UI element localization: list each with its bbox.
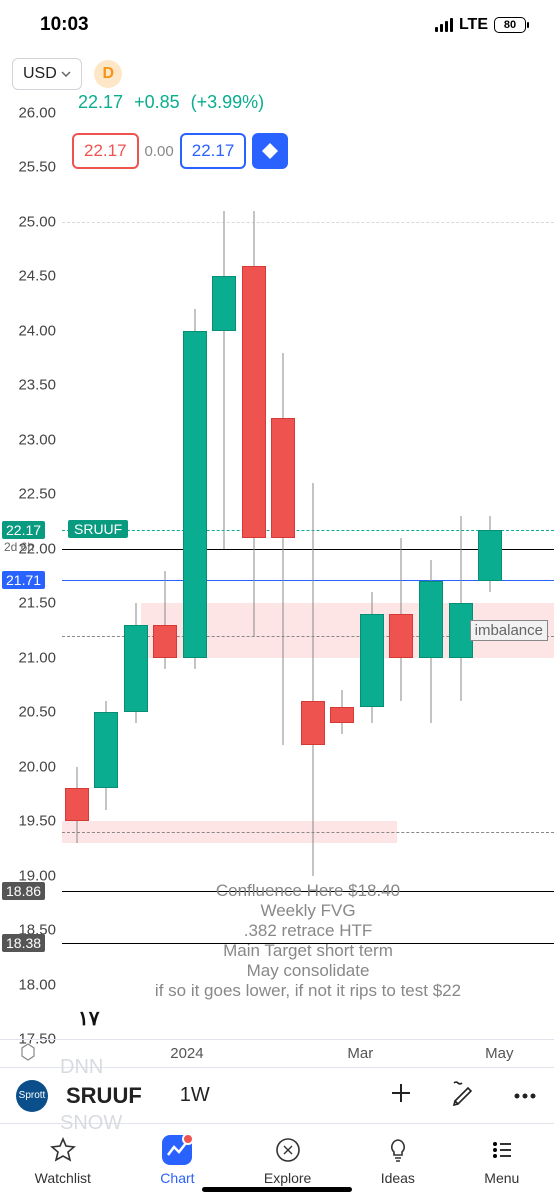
plot-area[interactable]: 22.17 0.00 22.17 ١٧ SRUUF imbalance Conflu… [62,113,554,1039]
nav-chart[interactable]: Chart [160,1134,194,1186]
y-tick: 24.00 [18,322,56,339]
nav-label: Ideas [381,1170,415,1186]
price-line: 22.17 +0.85 (+3.99%) [78,92,542,113]
symbol-tag: SRUUF [68,520,128,538]
imbalance-label: imbalance [470,620,548,641]
chart-annotation: .382 retrace HTF [62,921,554,941]
price-axis-label: 22.17 [2,521,45,539]
y-tick: 20.00 [18,758,56,775]
more-button[interactable] [512,1087,538,1105]
signal-icon [435,18,453,32]
y-tick: 25.00 [18,213,56,230]
y-tick: 21.00 [18,649,56,666]
nav-explore[interactable]: Explore [264,1134,311,1186]
y-axis: 26.0025.5025.0024.5024.0023.5023.0022.50… [0,113,62,1039]
spread-label: 0.00 [145,143,174,160]
nav-label: Watchlist [35,1170,91,1186]
tradingview-logo: ١٧ [78,1006,99,1031]
status-bar: 10:03 LTE 80 [0,0,554,50]
sell-button[interactable]: 22.17 [72,133,139,169]
battery-icon: 80 [494,17,526,33]
x-tick: Mar [347,1045,373,1062]
ghost-symbol-below: SNOW [60,1112,122,1135]
chevron-down-icon [61,71,71,77]
add-button[interactable] [388,1080,414,1111]
price-axis-label: 18.86 [2,882,45,900]
buy-button[interactable]: 22.17 [180,133,247,169]
y-tick: 23.50 [18,377,56,394]
currency-label: USD [23,65,57,83]
x-tick: 2024 [170,1045,203,1062]
y-tick: 26.00 [18,105,56,122]
settings-icon[interactable] [18,1042,38,1066]
y-tick: 24.50 [18,268,56,285]
price-axis-label: 18.38 [2,934,45,952]
chart-annotation: Weekly FVG [62,901,554,921]
horizontal-line [62,832,554,833]
price-change: +0.85 [134,92,180,112]
compass-icon [272,1134,304,1166]
bid-ask-panel: 22.17 0.00 22.17 [72,133,288,169]
countdown-label: 2d 6h [4,540,34,554]
symbol-ticker[interactable]: SRUUF [66,1083,142,1109]
x-tick: May [485,1045,513,1062]
y-tick: 25.50 [18,159,56,176]
timeframe-select[interactable]: 1W [180,1084,210,1107]
ghost-symbol-above: DNN [60,1056,103,1079]
period-badge[interactable]: D [94,60,122,88]
chart-annotation: if so it goes lower, if not it rips to t… [62,981,554,1001]
menu-icon [486,1134,518,1166]
chart-annotation: May consolidate [62,961,554,981]
chart-annotation: Confluence Here $18.40 [62,881,554,901]
y-tick: 21.50 [18,595,56,612]
chart-area[interactable]: 26.0025.5025.0024.5024.0023.5023.0022.50… [0,113,554,1039]
bulb-icon [382,1134,414,1166]
last-price: 22.17 [78,92,123,112]
status-time: 10:03 [40,14,89,36]
star-icon [47,1134,79,1166]
logo-icon [261,142,279,160]
horizontal-line [62,222,554,223]
y-tick: 23.00 [18,431,56,448]
y-tick: 19.50 [18,813,56,830]
chart-icon [161,1134,193,1166]
chart-header: USD D 22.17 +0.85 (+3.99%) [0,50,554,113]
nav-watchlist[interactable]: Watchlist [35,1134,91,1186]
y-tick: 18.00 [18,976,56,993]
currency-select[interactable]: USD [12,58,82,90]
chart-annotation: Main Target short term [62,941,554,961]
home-indicator [202,1187,352,1192]
network-label: LTE [459,16,488,34]
y-tick: 20.50 [18,704,56,721]
price-change-pct: (+3.99%) [191,92,265,112]
y-tick: 22.50 [18,486,56,503]
draw-button[interactable] [450,1080,476,1111]
symbol-logo: Sprott [16,1080,48,1112]
symbol-row[interactable]: DNN SNOW Sprott SRUUF 1W [0,1067,554,1123]
nav-label: Chart [160,1170,194,1186]
nav-menu[interactable]: Menu [484,1134,519,1186]
status-right: LTE 80 [435,16,526,34]
price-axis-label: 21.71 [2,571,45,589]
alert-button[interactable] [252,133,288,169]
nav-ideas[interactable]: Ideas [381,1134,415,1186]
nav-label: Explore [264,1170,311,1186]
nav-label: Menu [484,1170,519,1186]
